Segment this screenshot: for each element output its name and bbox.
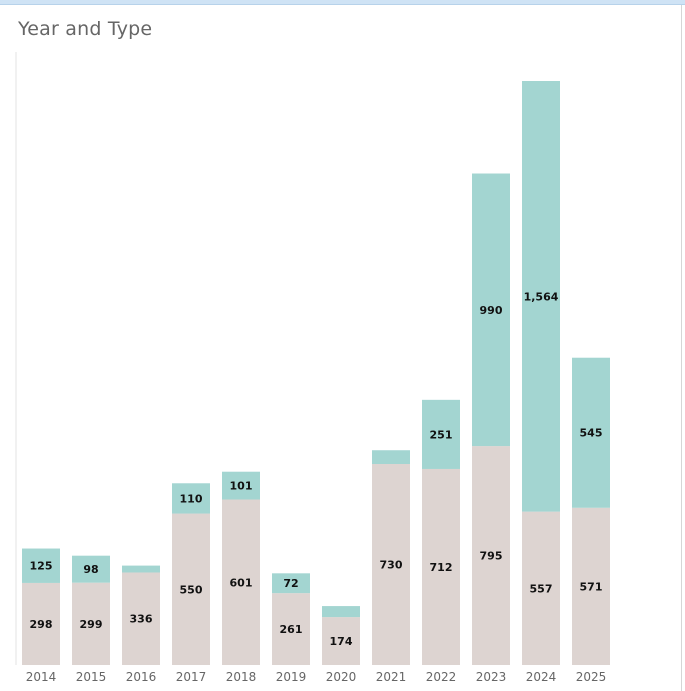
data-label-2024-lower: 557 — [530, 582, 553, 595]
bar-segment-2019-upper[interactable] — [272, 573, 310, 594]
data-label-2021-lower: 730 — [380, 559, 403, 572]
data-label-2022-lower: 712 — [430, 561, 453, 574]
x-tick-label-2023: 2023 — [476, 670, 507, 684]
bar-segment-2017-lower[interactable] — [172, 513, 210, 665]
bar-segment-2025-lower[interactable] — [572, 507, 610, 665]
x-tick-label-2016: 2016 — [126, 670, 157, 684]
data-label-2017-lower: 550 — [180, 583, 203, 596]
data-label-2019-upper: 72 — [283, 577, 298, 590]
bar-segment-2023-lower[interactable] — [472, 446, 510, 665]
bar-segment-2019-lower[interactable] — [272, 593, 310, 665]
bar-segment-2022-lower[interactable] — [422, 468, 460, 665]
data-label-2018-lower: 601 — [230, 576, 253, 589]
bar-segment-2022-upper[interactable] — [422, 399, 460, 469]
x-tick-label-2025: 2025 — [576, 670, 607, 684]
x-tick-label-2024: 2024 — [526, 670, 557, 684]
bar-segment-2024-lower[interactable] — [522, 511, 560, 665]
data-label-2023-upper: 990 — [480, 304, 503, 317]
bars-layer — [22, 81, 610, 665]
bar-segment-2017-upper[interactable] — [172, 483, 210, 514]
x-tick-labels-layer: 2014 2015 2016 2017 2018 2019 2020 2021 2022 2023… — [26, 670, 607, 684]
data-label-2025-upper: 545 — [580, 427, 603, 440]
bar-segment-2021-upper[interactable] — [372, 450, 410, 465]
bar-segment-2016-upper[interactable] — [122, 565, 160, 573]
x-tick-label-2015: 2015 — [76, 670, 107, 684]
data-label-2016-lower: 336 — [130, 613, 153, 626]
data-label-2019-lower: 261 — [280, 623, 303, 636]
data-label-2017-upper: 110 — [180, 492, 203, 505]
data-label-2014-lower: 298 — [30, 618, 53, 631]
x-tick-label-2021: 2021 — [376, 670, 407, 684]
data-label-2014-upper: 125 — [30, 560, 53, 573]
bar-segment-2015-upper[interactable] — [72, 555, 110, 583]
window-top-strip — [0, 0, 685, 5]
bar-segment-2020-upper[interactable] — [322, 606, 360, 618]
data-label-2024-upper: 1,564 — [524, 290, 559, 303]
data-label-2015-upper: 98 — [83, 563, 98, 576]
data-label-2022-upper: 251 — [430, 428, 453, 441]
data-label-2025-lower: 571 — [580, 580, 603, 593]
x-tick-label-2019: 2019 — [276, 670, 307, 684]
x-tick-label-2014: 2014 — [26, 670, 57, 684]
bar-segment-2014-lower[interactable] — [22, 582, 60, 665]
data-label-2015-lower: 299 — [80, 618, 103, 631]
segment-labels-layer: 298 125 299 98 336 550 110 601 101 261 72 174 730 712… — [30, 290, 603, 648]
bar-segment-2020-lower[interactable] — [322, 617, 360, 665]
x-tick-label-2020: 2020 — [326, 670, 357, 684]
bar-segment-2024-upper[interactable] — [522, 81, 560, 512]
data-label-2020-lower: 174 — [330, 635, 353, 648]
x-tick-label-2017: 2017 — [176, 670, 207, 684]
x-tick-label-2018: 2018 — [226, 670, 257, 684]
data-label-2023-lower: 795 — [480, 550, 503, 563]
bar-segment-2025-upper[interactable] — [572, 357, 610, 508]
bar-segment-2021-lower[interactable] — [372, 464, 410, 665]
bar-segment-2018-lower[interactable] — [222, 499, 260, 665]
bar-segment-2018-upper[interactable] — [222, 471, 260, 500]
bar-segment-2016-lower[interactable] — [122, 572, 160, 665]
chart-title: Year and Type — [18, 18, 153, 40]
x-tick-label-2022: 2022 — [426, 670, 457, 684]
data-label-2018-upper: 101 — [230, 480, 253, 493]
bar-segment-2023-upper[interactable] — [472, 173, 510, 447]
panel-right-border — [681, 5, 682, 691]
bar-segment-2014-upper[interactable] — [22, 548, 60, 583]
bar-segment-2015-lower[interactable] — [72, 582, 110, 665]
